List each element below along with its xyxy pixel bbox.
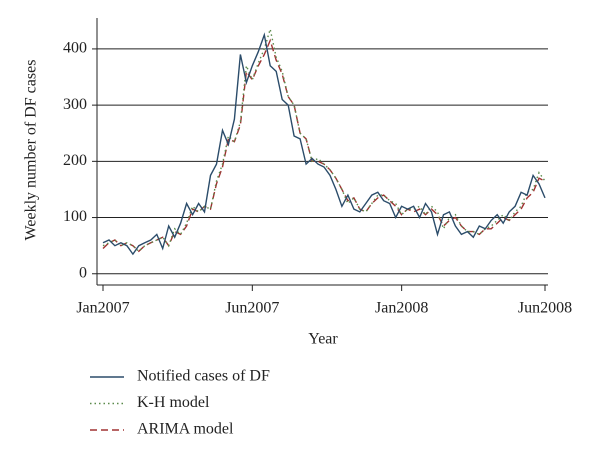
y-tick-label: 100	[63, 208, 87, 225]
y-tick-label: 300	[63, 96, 87, 113]
y-tick-label: 0	[79, 264, 87, 281]
y-tick-label: 400	[63, 40, 87, 57]
x-axis-title: Year	[308, 331, 338, 348]
y-axis-title: Weekly number of DF cases	[23, 60, 40, 241]
x-tick-label: Jun2007	[225, 300, 279, 317]
y-tick-label: 200	[63, 152, 87, 169]
line-dashed	[102, 38, 546, 253]
line-dotted	[102, 28, 546, 253]
x-tick-label: Jan2007	[76, 300, 129, 317]
legend-label: K-H model	[137, 394, 210, 411]
legend-label: ARIMA model	[137, 421, 234, 438]
legend-label: Notified cases of DF	[137, 368, 270, 385]
line-solid	[102, 32, 546, 256]
x-tick-label: Jun2008	[518, 300, 572, 317]
x-tick-label: Jan2008	[375, 300, 428, 317]
